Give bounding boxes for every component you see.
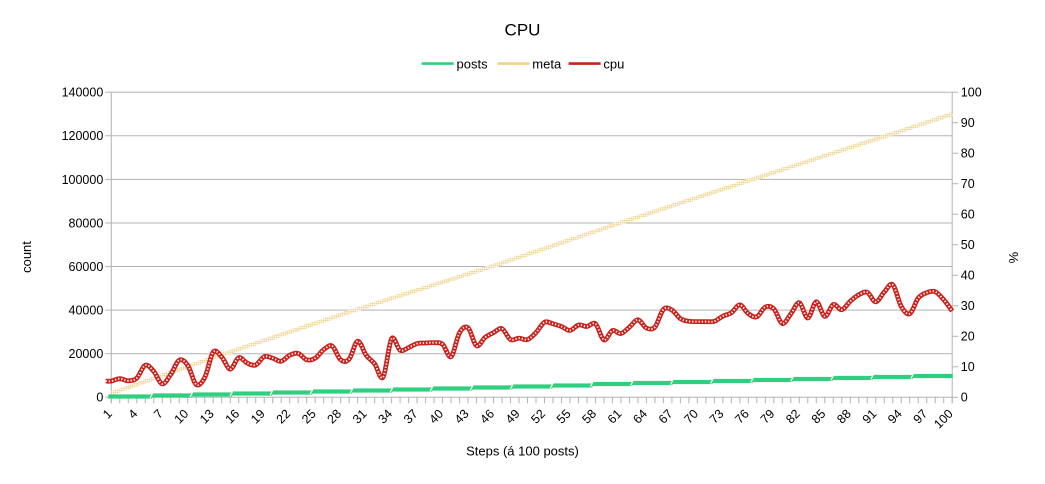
svg-text:CPU: CPU — [505, 20, 541, 39]
svg-text:80000: 80000 — [69, 216, 104, 230]
svg-text:60: 60 — [961, 208, 975, 222]
svg-text:30: 30 — [961, 299, 975, 313]
svg-text:20: 20 — [961, 330, 975, 344]
svg-text:posts: posts — [457, 56, 489, 71]
svg-text:20000: 20000 — [69, 347, 104, 361]
svg-text:0: 0 — [961, 391, 968, 405]
svg-text:meta: meta — [532, 56, 562, 71]
svg-text:60000: 60000 — [69, 260, 104, 274]
svg-text:50: 50 — [961, 238, 975, 252]
svg-text:120000: 120000 — [62, 129, 104, 143]
svg-text:%: % — [1006, 251, 1021, 263]
svg-text:100: 100 — [961, 86, 982, 100]
svg-text:0: 0 — [96, 391, 103, 405]
svg-text:40: 40 — [961, 269, 975, 283]
svg-text:100000: 100000 — [62, 173, 104, 187]
svg-text:80: 80 — [961, 147, 975, 161]
svg-text:cpu: cpu — [603, 56, 624, 71]
svg-text:90: 90 — [961, 116, 975, 130]
svg-text:Steps (á 100 posts): Steps (á 100 posts) — [466, 444, 579, 459]
svg-text:count: count — [19, 241, 34, 273]
svg-text:140000: 140000 — [62, 86, 104, 100]
svg-text:70: 70 — [961, 177, 975, 191]
svg-text:40000: 40000 — [69, 304, 104, 318]
svg-text:10: 10 — [961, 360, 975, 374]
